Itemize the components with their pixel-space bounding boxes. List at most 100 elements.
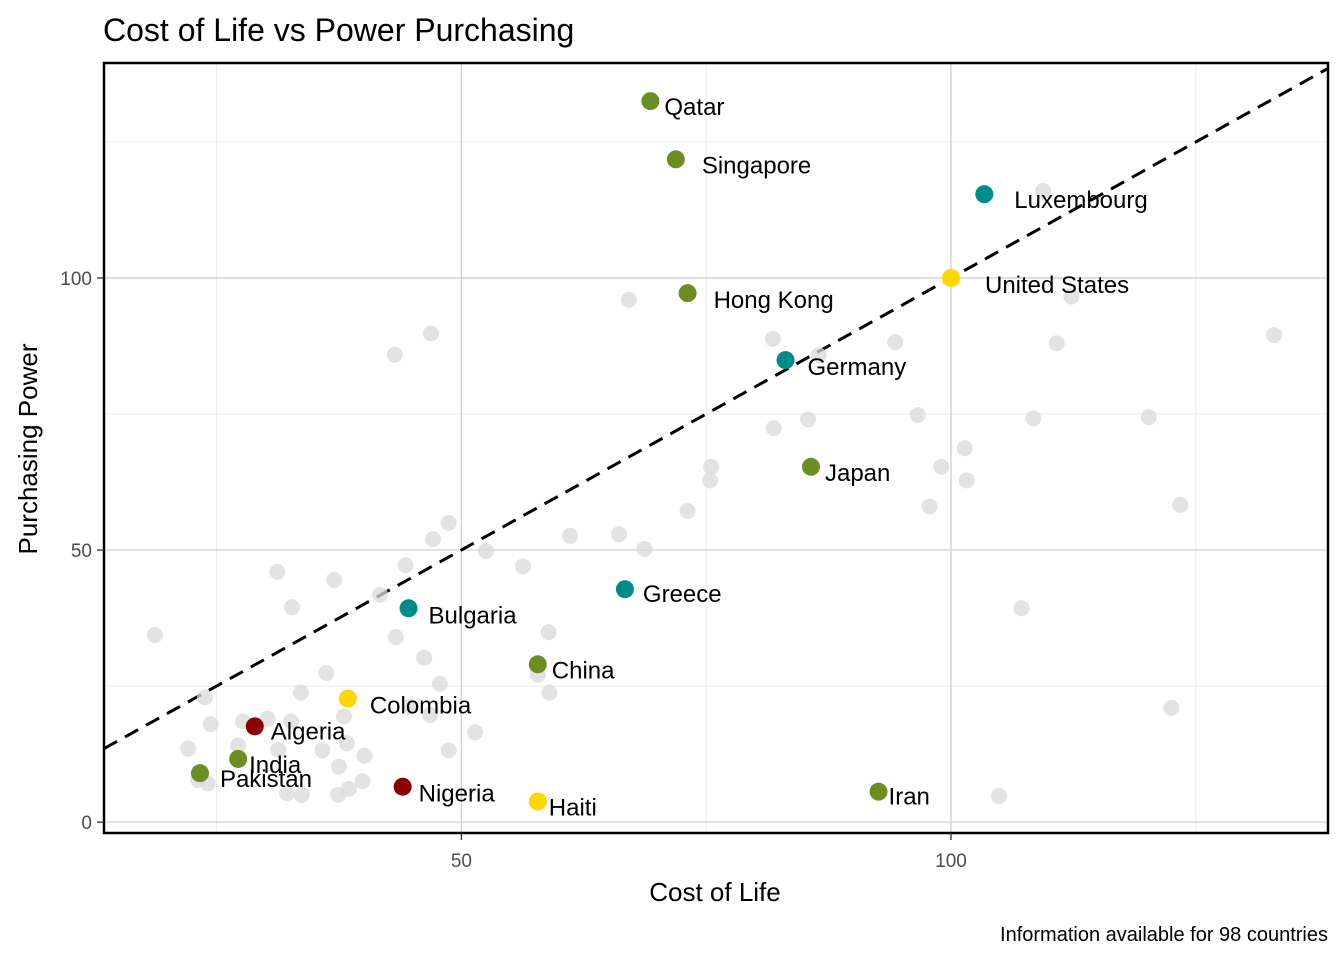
background-point	[387, 629, 404, 646]
point-label: Algeria	[271, 718, 346, 745]
background-point	[416, 649, 433, 666]
point-label: Nigeria	[419, 781, 496, 808]
background-point	[765, 420, 782, 437]
background-point	[431, 675, 448, 692]
labeled-point	[399, 599, 418, 618]
background-point	[1035, 182, 1052, 199]
background-point	[1140, 409, 1157, 426]
y-tick-label: 100	[60, 269, 92, 290]
point-label: Germany	[808, 354, 907, 381]
background-point	[1048, 335, 1065, 352]
background-point	[933, 458, 950, 475]
x-tick-label: 100	[935, 851, 967, 872]
background-point	[314, 742, 331, 759]
background-point	[703, 458, 720, 475]
labeled-point	[190, 764, 209, 783]
labeled-point	[229, 749, 248, 768]
labeled-point	[615, 580, 634, 599]
background-point	[467, 724, 484, 741]
point-label: Bulgaria	[429, 602, 518, 629]
labeled-points: Qatar Singapore Luxembourg United States Hon…	[190, 92, 1148, 821]
x-tick-label: 50	[451, 851, 472, 872]
point-label: China	[552, 657, 615, 684]
chart-title: Cost of Life vs Power Purchasing	[103, 12, 574, 48]
point-label: United States	[985, 272, 1129, 299]
background-point	[259, 710, 276, 727]
trend-line	[103, 67, 1329, 750]
background-point	[425, 531, 442, 548]
background-point	[356, 747, 373, 764]
labeled-point	[678, 284, 697, 303]
background-point	[1163, 699, 1180, 716]
background-point	[196, 689, 213, 706]
y-axis-title: Purchasing Power	[13, 343, 43, 554]
background-point	[990, 787, 1007, 804]
background-point	[402, 698, 419, 715]
background-point	[921, 498, 938, 515]
point-label: Greece	[643, 581, 722, 608]
point-label: Japan	[825, 460, 890, 487]
background-point	[541, 684, 558, 701]
point-label: Singapore	[702, 152, 811, 179]
background-point	[1063, 288, 1080, 305]
point-label: Luxembourg	[1014, 187, 1147, 214]
background-point	[386, 346, 403, 363]
labeled-point	[666, 150, 685, 169]
background-point	[764, 330, 781, 347]
point-label: India	[249, 752, 302, 779]
background-point	[330, 786, 347, 803]
background-point	[372, 586, 389, 603]
background-point	[702, 472, 719, 489]
background-point	[1025, 410, 1042, 427]
background-point	[269, 563, 286, 580]
x-axis-title: Cost of Life	[649, 877, 781, 907]
labeled-point	[528, 655, 547, 674]
background-point	[318, 665, 335, 682]
background-point	[958, 472, 975, 489]
background-point	[440, 514, 457, 531]
background-point	[1266, 327, 1283, 344]
background-point	[562, 527, 579, 544]
caption: Information available for 98 countries	[1000, 924, 1328, 946]
background-point	[292, 684, 309, 701]
point-label: Haiti	[549, 794, 597, 821]
y-tick-label: 0	[81, 813, 92, 834]
background-point	[1172, 496, 1189, 513]
point-label: Hong Kong	[714, 287, 834, 314]
background-point	[397, 557, 414, 574]
background-point	[293, 786, 310, 803]
background-point	[423, 325, 440, 342]
grid	[104, 63, 1328, 833]
labeled-point	[641, 92, 660, 111]
point-label: Qatar	[664, 94, 724, 121]
background-point	[326, 571, 343, 588]
background-point	[956, 440, 973, 457]
background-point	[422, 706, 439, 723]
background-point	[810, 347, 827, 364]
background-point	[270, 741, 287, 758]
background-point	[477, 543, 494, 560]
background-point	[331, 758, 348, 775]
labeled-point	[776, 351, 795, 370]
background-point	[283, 713, 300, 730]
background-point	[146, 626, 163, 643]
background-point	[636, 540, 653, 557]
background-point	[338, 735, 355, 752]
background-point	[887, 334, 904, 351]
background-point	[440, 742, 457, 759]
background-point	[230, 737, 247, 754]
labeled-point	[869, 782, 888, 801]
background-point	[202, 716, 219, 733]
background-point	[1013, 600, 1030, 617]
background-point	[180, 740, 197, 757]
background-point	[620, 291, 637, 308]
labeled-point	[245, 717, 264, 736]
labeled-point	[942, 268, 961, 287]
panel-border	[102, 61, 1330, 835]
background-point	[679, 502, 696, 519]
background-point	[515, 558, 532, 575]
background-point	[279, 785, 296, 802]
background-point	[909, 407, 926, 424]
labeled-point	[801, 457, 820, 476]
